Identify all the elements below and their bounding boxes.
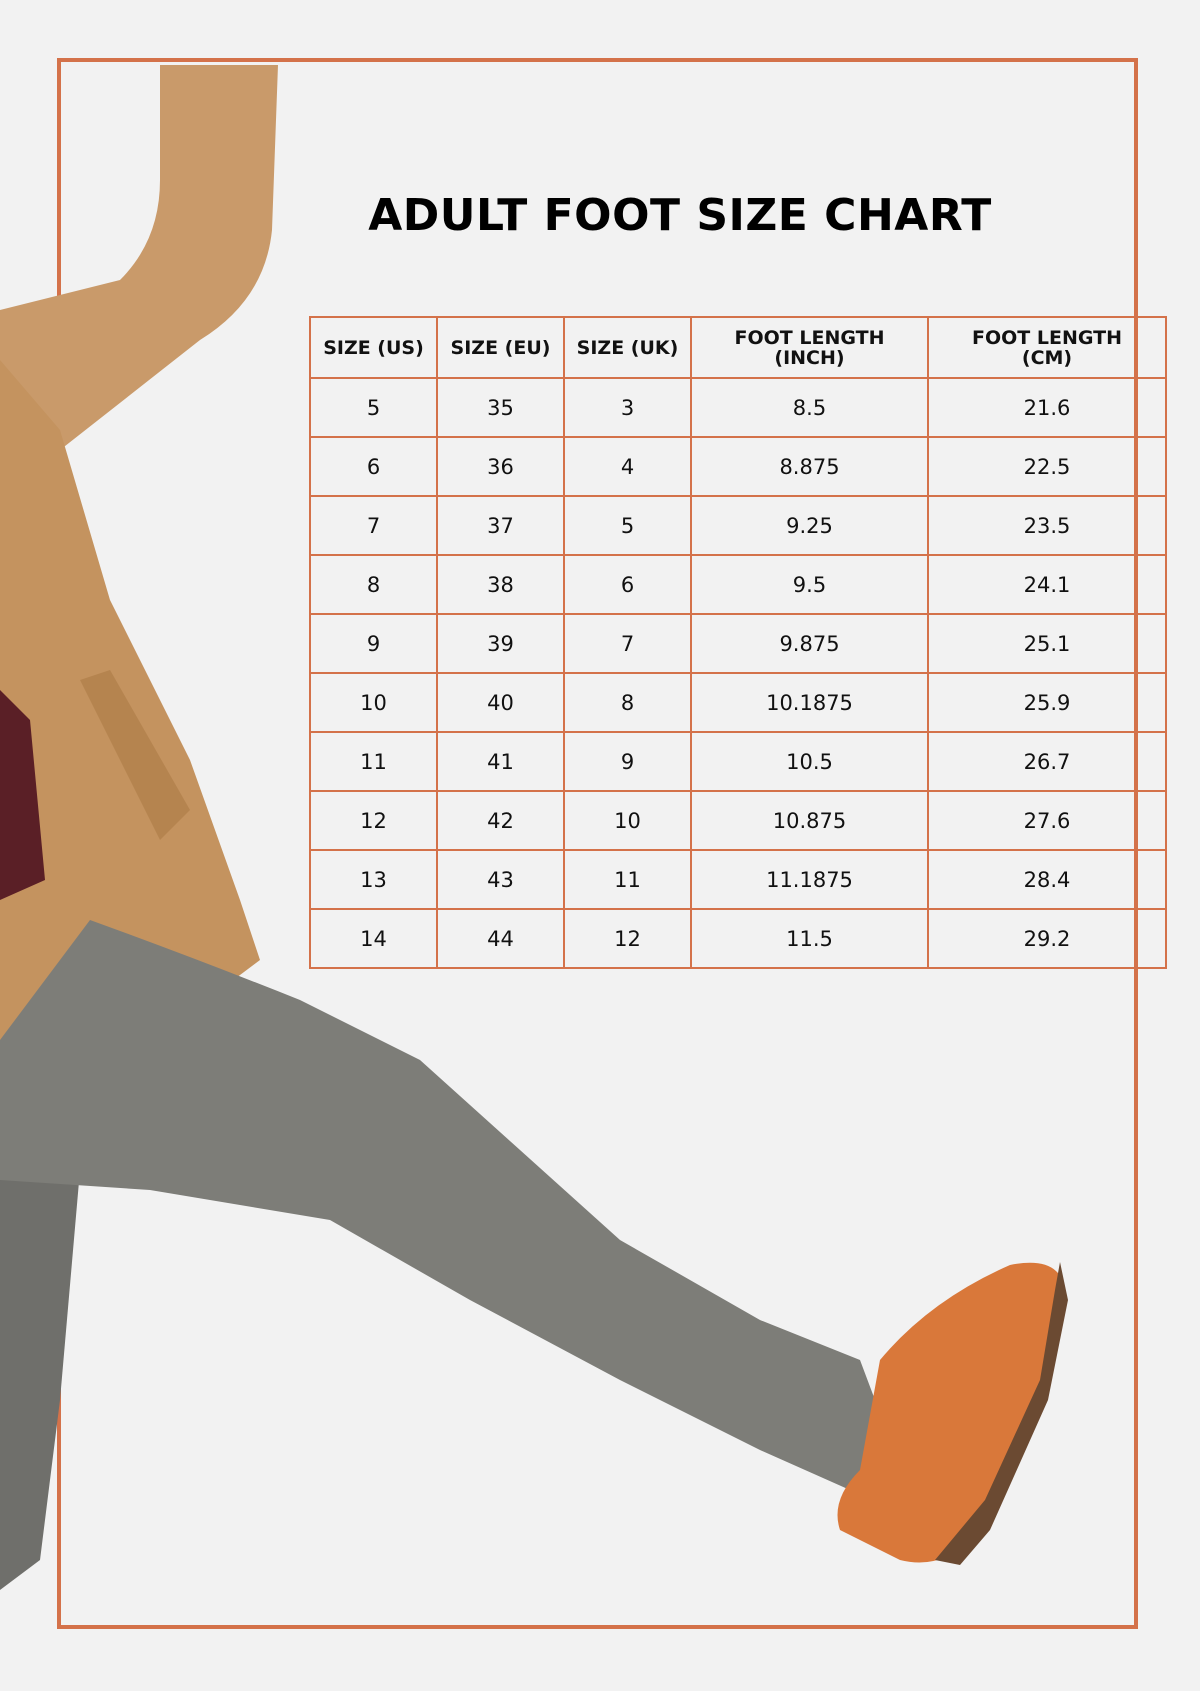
- cell-size-uk: 3: [563, 377, 692, 438]
- cell-size-us: 13: [309, 849, 438, 910]
- coat-arm: [0, 65, 278, 470]
- table-row: 13 43 11 11.1875 28.4: [309, 849, 1167, 910]
- cell-foot-length-inch: 10.875: [690, 790, 929, 851]
- cell-size-us: 9: [309, 613, 438, 674]
- header-size-uk: SIZE (UK): [563, 316, 692, 379]
- cell-foot-length-inch: 11.1875: [690, 849, 929, 910]
- header-foot-length-inch: FOOT LENGTH (INCH): [690, 316, 929, 379]
- shirt: [0, 690, 45, 900]
- header-size-us: SIZE (US): [309, 316, 438, 379]
- trousers-back-leg: [0, 1160, 80, 1590]
- cell-size-eu: 40: [436, 672, 565, 733]
- cell-size-uk: 6: [563, 554, 692, 615]
- table-row: 11 41 9 10.5 26.7: [309, 731, 1167, 792]
- cell-size-eu: 39: [436, 613, 565, 674]
- cell-foot-length-inch: 11.5: [690, 908, 929, 969]
- cell-foot-length-inch: 10.5: [690, 731, 929, 792]
- table-row: 10 40 8 10.1875 25.9: [309, 672, 1167, 733]
- cell-foot-length-inch: 9.5: [690, 554, 929, 615]
- cell-size-uk: 4: [563, 436, 692, 497]
- cell-size-eu: 44: [436, 908, 565, 969]
- cell-size-us: 14: [309, 908, 438, 969]
- cell-foot-length-cm: 26.7: [927, 731, 1167, 792]
- cell-foot-length-cm: 25.9: [927, 672, 1167, 733]
- cell-foot-length-cm: 21.6: [927, 377, 1167, 438]
- cell-size-eu: 42: [436, 790, 565, 851]
- coat-pocket: [80, 670, 190, 840]
- cell-size-uk: 12: [563, 908, 692, 969]
- size-chart-table: SIZE (US) SIZE (EU) SIZE (UK) FOOT LENGT…: [309, 316, 1167, 969]
- table-row: 5 35 3 8.5 21.6: [309, 377, 1167, 438]
- cell-foot-length-inch: 9.25: [690, 495, 929, 556]
- trousers-front-leg: [0, 920, 890, 1490]
- cell-size-us: 11: [309, 731, 438, 792]
- cell-foot-length-cm: 23.5: [927, 495, 1167, 556]
- cell-size-uk: 9: [563, 731, 692, 792]
- cell-size-uk: 11: [563, 849, 692, 910]
- cell-size-eu: 38: [436, 554, 565, 615]
- cell-size-eu: 43: [436, 849, 565, 910]
- cell-size-us: 10: [309, 672, 438, 733]
- table-row: 12 42 10 10.875 27.6: [309, 790, 1167, 851]
- table-row: 14 44 12 11.5 29.2: [309, 908, 1167, 969]
- cell-foot-length-inch: 10.1875: [690, 672, 929, 733]
- cell-foot-length-cm: 27.6: [927, 790, 1167, 851]
- cell-foot-length-cm: 29.2: [927, 908, 1167, 969]
- table-header-row: SIZE (US) SIZE (EU) SIZE (UK) FOOT LENGT…: [309, 316, 1167, 379]
- header-size-eu: SIZE (EU): [436, 316, 565, 379]
- cell-size-us: 12: [309, 790, 438, 851]
- cell-size-eu: 37: [436, 495, 565, 556]
- cell-size-us: 8: [309, 554, 438, 615]
- header-foot-length-cm: FOOT LENGTH (CM): [927, 316, 1167, 379]
- table-row: 8 38 6 9.5 24.1: [309, 554, 1167, 615]
- cell-size-uk: 10: [563, 790, 692, 851]
- cell-foot-length-cm: 28.4: [927, 849, 1167, 910]
- cell-size-uk: 7: [563, 613, 692, 674]
- table-row: 6 36 4 8.875 22.5: [309, 436, 1167, 497]
- cell-foot-length-inch: 8.875: [690, 436, 929, 497]
- cell-foot-length-inch: 8.5: [690, 377, 929, 438]
- cell-size-eu: 41: [436, 731, 565, 792]
- table-row: 7 37 5 9.25 23.5: [309, 495, 1167, 556]
- cell-foot-length-cm: 22.5: [927, 436, 1167, 497]
- cell-size-eu: 35: [436, 377, 565, 438]
- page-title: ADULT FOOT SIZE CHART: [368, 190, 992, 241]
- cell-foot-length-inch: 9.875: [690, 613, 929, 674]
- shoe-sole: [935, 1262, 1068, 1565]
- table-row: 9 39 7 9.875 25.1: [309, 613, 1167, 674]
- cell-size-us: 5: [309, 377, 438, 438]
- shoe: [837, 1262, 1065, 1563]
- cell-foot-length-cm: 24.1: [927, 554, 1167, 615]
- cell-size-us: 6: [309, 436, 438, 497]
- cell-size-us: 7: [309, 495, 438, 556]
- cell-size-eu: 36: [436, 436, 565, 497]
- cell-size-uk: 5: [563, 495, 692, 556]
- cell-foot-length-cm: 25.1: [927, 613, 1167, 674]
- cell-size-uk: 8: [563, 672, 692, 733]
